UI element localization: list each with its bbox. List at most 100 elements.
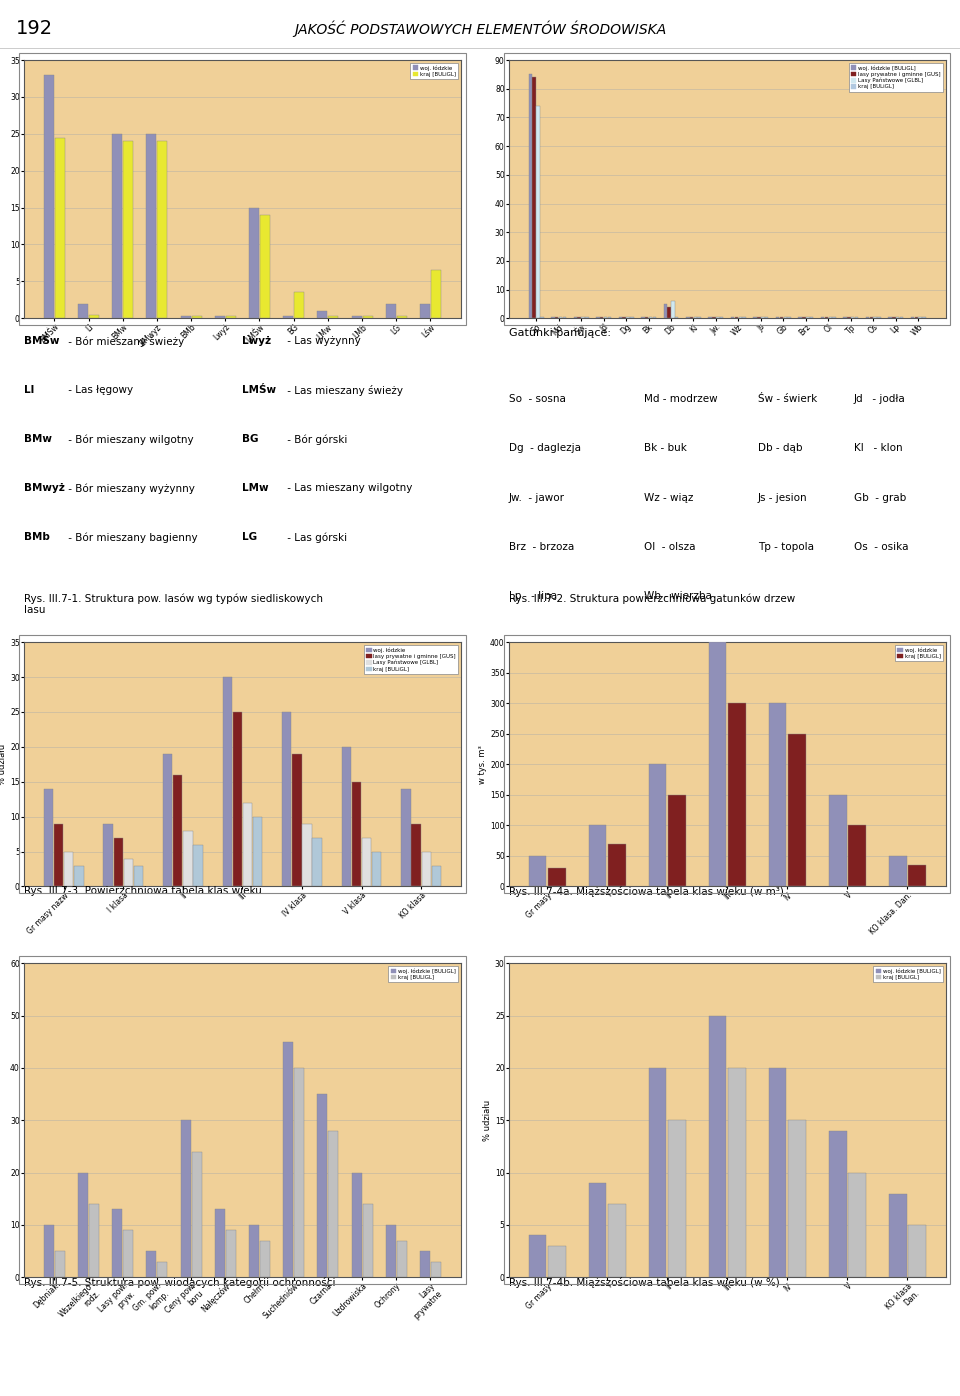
Bar	[529, 856, 546, 886]
Legend: woj. łódzkie, kraj [BULiGL]: woj. łódzkie, kraj [BULiGL]	[895, 645, 943, 662]
Bar	[529, 74, 532, 318]
Text: LMw: LMw	[242, 483, 269, 493]
Bar	[788, 734, 805, 886]
Bar	[548, 868, 565, 886]
Bar	[769, 1068, 786, 1277]
Bar	[232, 712, 242, 886]
Bar	[193, 845, 203, 886]
Bar	[282, 712, 292, 886]
Bar	[372, 852, 381, 886]
Bar	[318, 1094, 327, 1277]
Bar	[788, 1120, 805, 1277]
Bar	[133, 866, 143, 886]
Text: Os  - osika: Os - osika	[853, 542, 908, 551]
Text: Wz - wiąz: Wz - wiąz	[644, 493, 693, 503]
Bar	[708, 1016, 727, 1277]
Bar	[112, 134, 122, 318]
Bar	[342, 747, 351, 886]
Bar	[113, 838, 123, 886]
Text: Jd   - jodła: Jd - jodła	[853, 395, 905, 405]
Bar	[44, 75, 54, 318]
Bar	[728, 704, 746, 886]
Bar	[432, 866, 441, 886]
Text: Św - świerk: Św - świerk	[757, 395, 817, 405]
Bar	[386, 303, 396, 318]
Text: - Bór mieszany wyżynny: - Bór mieszany wyżynny	[65, 483, 196, 494]
Bar	[163, 754, 172, 886]
Text: Tp - topola: Tp - topola	[757, 542, 814, 551]
Bar	[78, 1173, 88, 1277]
Bar	[44, 1226, 54, 1277]
Text: Rys. III.7-3. Powierzchniowa tabela klas wieku: Rys. III.7-3. Powierzchniowa tabela klas…	[24, 886, 262, 896]
Bar	[728, 1068, 746, 1277]
Text: - Las mieszany wilgotny: - Las mieszany wilgotny	[284, 483, 412, 493]
Text: BMwyż: BMwyż	[24, 483, 65, 493]
Bar	[889, 856, 906, 886]
Text: Lwyż: Lwyż	[242, 336, 272, 346]
Bar	[112, 1209, 122, 1277]
Text: Rys. III.7-5. Struktura pow. wiodących kategorii ochronności: Rys. III.7-5. Struktura pow. wiodących k…	[24, 1277, 335, 1289]
Text: LMŚw: LMŚw	[242, 385, 276, 395]
Bar	[180, 1120, 191, 1277]
Text: - Las wyżynny: - Las wyżynny	[284, 336, 361, 346]
Bar	[363, 1203, 372, 1277]
Bar	[769, 704, 786, 886]
Text: - Las mieszany świeży: - Las mieszany świeży	[284, 385, 403, 396]
Bar	[908, 1226, 925, 1277]
Bar	[215, 1209, 225, 1277]
Text: So  - sosna: So - sosna	[509, 395, 565, 405]
Text: 192: 192	[16, 20, 54, 38]
Bar	[55, 1251, 65, 1277]
Bar	[588, 825, 607, 886]
Bar	[157, 1262, 167, 1277]
Bar	[192, 315, 202, 318]
Text: Rys. III.7-4b. Miąższościowa tabela klas wieku (w %): Rys. III.7-4b. Miąższościowa tabela klas…	[509, 1277, 780, 1289]
Text: Md - modrzew: Md - modrzew	[644, 395, 718, 405]
Bar	[183, 831, 193, 886]
Bar	[431, 271, 441, 318]
Text: - Bór mieszany bagienny: - Bór mieszany bagienny	[65, 532, 198, 543]
Text: Dg  - daglezja: Dg - daglezja	[509, 444, 581, 454]
Bar	[708, 642, 727, 886]
Bar	[828, 794, 847, 886]
Bar	[123, 1230, 133, 1277]
Text: - Bór mieszany świeży: - Bór mieszany świeży	[65, 336, 184, 348]
Bar	[351, 315, 362, 318]
Bar	[157, 141, 167, 318]
Bar	[223, 677, 232, 886]
Text: Jw.  - jawor: Jw. - jawor	[509, 493, 564, 503]
Bar	[420, 1251, 430, 1277]
Bar	[396, 1241, 407, 1277]
Text: Kl   - klon: Kl - klon	[853, 444, 902, 454]
Legend: woj. łódzkie [BULiGL], lasy prywatne i gminne [GUS], Lasy Państwowe [GLBL], kraj: woj. łódzkie [BULiGL], lasy prywatne i g…	[849, 63, 943, 92]
Bar	[302, 824, 312, 886]
Bar	[260, 1241, 270, 1277]
Text: BG: BG	[242, 434, 259, 444]
Bar	[663, 304, 667, 318]
Text: Brz  - brzoza: Brz - brzoza	[509, 542, 574, 551]
Text: - Las łęgowy: - Las łęgowy	[65, 385, 133, 395]
Bar	[283, 315, 293, 318]
Bar	[78, 303, 88, 318]
Bar	[328, 1131, 338, 1277]
Bar	[386, 1226, 396, 1277]
Text: Rys. III.7-2. Struktura powierzchniowa gatunków drzew: Rys. III.7-2. Struktura powierzchniowa g…	[509, 593, 795, 604]
Bar	[351, 1173, 362, 1277]
Bar	[173, 775, 182, 886]
Text: Rys. III.7-1. Struktura pow. lasów wg typów siedliskowych
lasu: Rys. III.7-1. Struktura pow. lasów wg ty…	[24, 593, 323, 616]
Text: Ll: Ll	[24, 385, 35, 395]
Bar	[294, 1068, 304, 1277]
Bar	[828, 1131, 847, 1277]
Bar	[649, 1068, 666, 1277]
Bar	[104, 824, 112, 886]
Bar	[328, 315, 338, 318]
Bar	[401, 789, 411, 886]
Bar	[363, 315, 372, 318]
Bar	[74, 866, 84, 886]
Bar	[889, 1194, 906, 1277]
Bar	[537, 106, 540, 318]
Bar	[124, 859, 133, 886]
Text: Db - dąb: Db - dąb	[757, 444, 803, 454]
Y-axis label: % udziału: % udziału	[0, 744, 8, 785]
Bar	[431, 1262, 441, 1277]
